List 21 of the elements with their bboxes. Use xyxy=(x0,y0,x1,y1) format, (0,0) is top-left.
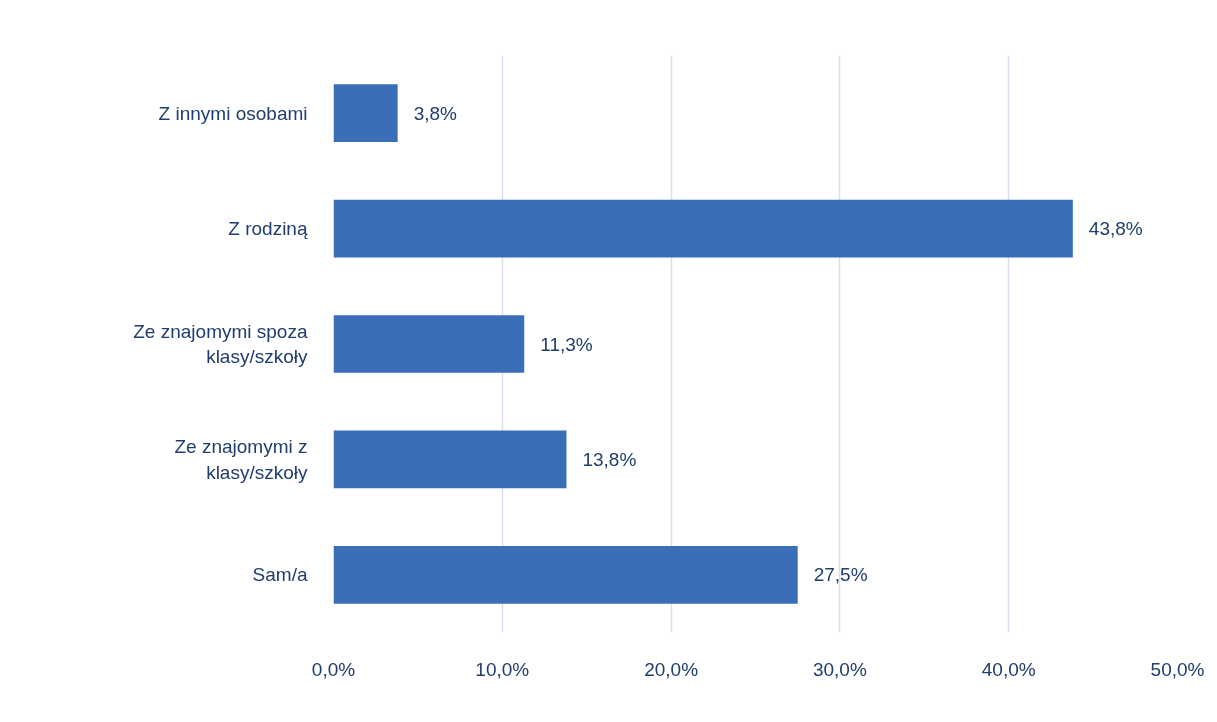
data-label: 11,3% xyxy=(540,333,593,355)
y-tick-label: Sam/a xyxy=(252,564,308,586)
x-tick-label: 10,0% xyxy=(475,658,530,680)
y-tick-label: Ze znajomymi spoza klasy/szkoły xyxy=(133,320,308,368)
x-tick-label: 20,0% xyxy=(644,658,699,680)
data-label: 27,5% xyxy=(813,564,868,586)
bar xyxy=(333,430,567,489)
y-tick-label: Z innymi osobami xyxy=(158,102,308,124)
bar xyxy=(333,84,398,143)
y-tick-label: Z rodziną xyxy=(228,218,308,240)
data-label: 43,8% xyxy=(1088,218,1143,240)
data-label: 13,8% xyxy=(582,448,637,470)
x-tick-label: 50,0% xyxy=(1150,658,1205,680)
x-tick-label: 40,0% xyxy=(981,658,1036,680)
x-tick-label: 0,0% xyxy=(311,658,356,680)
x-tick-label: 30,0% xyxy=(812,658,867,680)
y-tick-label: Ze znajomymi z klasy/szkoły xyxy=(174,436,308,483)
data-label: 3,8% xyxy=(413,102,458,124)
bar xyxy=(333,545,798,604)
bar xyxy=(333,315,525,373)
bar xyxy=(333,199,1073,258)
